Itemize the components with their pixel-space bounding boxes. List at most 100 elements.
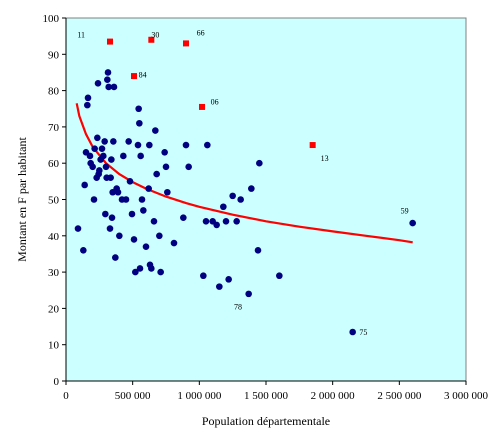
data-point [237,196,244,203]
data-point [107,174,114,182]
y-tick-label: 100 [43,13,60,25]
y-tick-label: 90 [48,49,60,61]
data-point [182,141,190,149]
data-point [125,138,132,145]
data-point [84,101,91,109]
highlight-point [199,103,205,110]
data-point [81,181,88,189]
y-tick-label: 80 [48,86,60,98]
highlight-point [309,142,316,149]
point-label: 30 [151,30,159,39]
y-tick-label: 20 [48,303,60,315]
y-tick-label: 10 [48,340,60,352]
x-tick-label: 2 000 000 [311,390,356,402]
data-point [94,134,101,142]
data-point [152,127,159,134]
x-tick-label: 1 500 000 [244,390,289,402]
x-tick-label: 3 000 000 [444,390,489,402]
point-label: 78 [234,303,242,312]
data-point [148,265,155,272]
data-point [200,272,207,280]
data-point [96,167,103,174]
data-point [134,141,142,149]
data-point [142,243,150,250]
data-point [94,80,102,87]
data-point [213,221,220,229]
y-tick-label: 70 [48,122,60,134]
data-point [185,163,192,171]
data-point [116,232,123,240]
data-point [180,214,187,221]
point-label: 84 [139,70,147,79]
data-point [101,138,108,145]
data-point [100,152,107,160]
data-point [108,214,116,221]
data-point [120,152,127,160]
y-tick-label: 40 [48,231,60,243]
data-point [170,239,178,247]
data-point [225,276,232,283]
x-tick-label: 0 [63,390,69,402]
highlight-point [148,36,155,43]
highlight-point [183,40,189,47]
data-point [74,225,82,232]
y-tick-label: 60 [48,158,60,170]
x-tick-label: 2 500 000 [377,390,422,402]
data-point [84,94,92,102]
x-tick-label: 1 000 000 [177,390,222,402]
point-labels: 11 30 66 84 06 13 59 78 75 [77,29,408,337]
data-point [254,247,262,254]
data-point [122,196,130,203]
point-label: 06 [211,97,219,106]
points-group [74,36,416,336]
y-tick-label: 0 [54,376,60,388]
highlight-point [107,38,113,45]
data-point [233,217,240,225]
data-point [245,290,252,298]
data-point [136,265,144,272]
point-label: 66 [197,29,205,38]
data-point [256,159,263,167]
data-point [248,185,255,192]
data-point [409,219,416,227]
data-point [156,232,163,240]
data-point [106,225,114,232]
data-point [229,192,236,200]
data-point [202,217,210,225]
data-point [108,156,115,163]
data-point [153,170,160,178]
data-point [86,152,94,160]
x-axis-label: Population départementale [202,414,330,428]
trend-curve [75,103,413,244]
data-point [138,196,146,203]
point-label: 59 [401,206,409,215]
data-point [128,210,136,218]
data-point [204,141,211,149]
data-point [110,83,118,91]
data-point [222,217,230,225]
data-point [90,196,98,203]
data-point [114,188,122,196]
data-point [220,203,227,211]
data-point [146,141,153,149]
data-point [157,268,164,276]
data-point [89,163,96,171]
data-point [132,268,139,276]
data-point [130,236,138,243]
data-point [137,152,144,160]
highlight-point [131,73,137,80]
data-point [136,119,143,127]
trendline-group [75,103,413,244]
data-point [140,207,147,214]
data-point [104,76,111,84]
data-point [161,149,168,156]
data-point [110,138,117,145]
data-point [91,145,98,152]
data-point [104,69,112,76]
data-point [112,254,119,261]
data-point [135,105,142,113]
y-tick-label: 50 [48,195,60,207]
data-point [145,185,152,192]
